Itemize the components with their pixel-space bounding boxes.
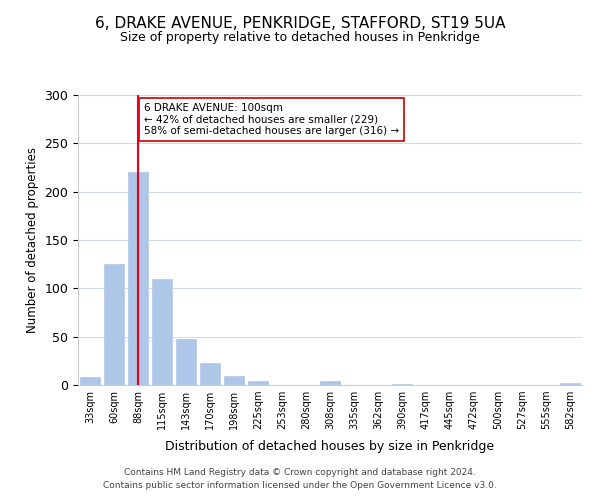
Bar (224, 376, 244, 385)
Text: Size of property relative to detached houses in Penkridge: Size of property relative to detached ho… (120, 31, 480, 44)
X-axis label: Distribution of detached houses by size in Penkridge: Distribution of detached houses by size … (166, 440, 494, 454)
Y-axis label: Number of detached properties: Number of detached properties (26, 147, 39, 333)
Text: Contains HM Land Registry data © Crown copyright and database right 2024.
Contai: Contains HM Land Registry data © Crown c… (103, 468, 497, 490)
Text: 6 DRAKE AVENUE: 100sqm
← 42% of detached houses are smaller (229)
58% of semi-de: 6 DRAKE AVENUE: 100sqm ← 42% of detached… (144, 102, 399, 136)
Bar (128, 172, 148, 385)
Bar (104, 264, 124, 385)
Bar (176, 338, 196, 385)
Bar (152, 278, 172, 385)
Bar (248, 381, 268, 385)
Bar (560, 383, 580, 385)
Bar (80, 378, 100, 385)
Text: 6, DRAKE AVENUE, PENKRIDGE, STAFFORD, ST19 5UA: 6, DRAKE AVENUE, PENKRIDGE, STAFFORD, ST… (95, 16, 505, 31)
Bar (200, 363, 220, 385)
Bar (320, 381, 340, 385)
Bar (392, 384, 412, 385)
